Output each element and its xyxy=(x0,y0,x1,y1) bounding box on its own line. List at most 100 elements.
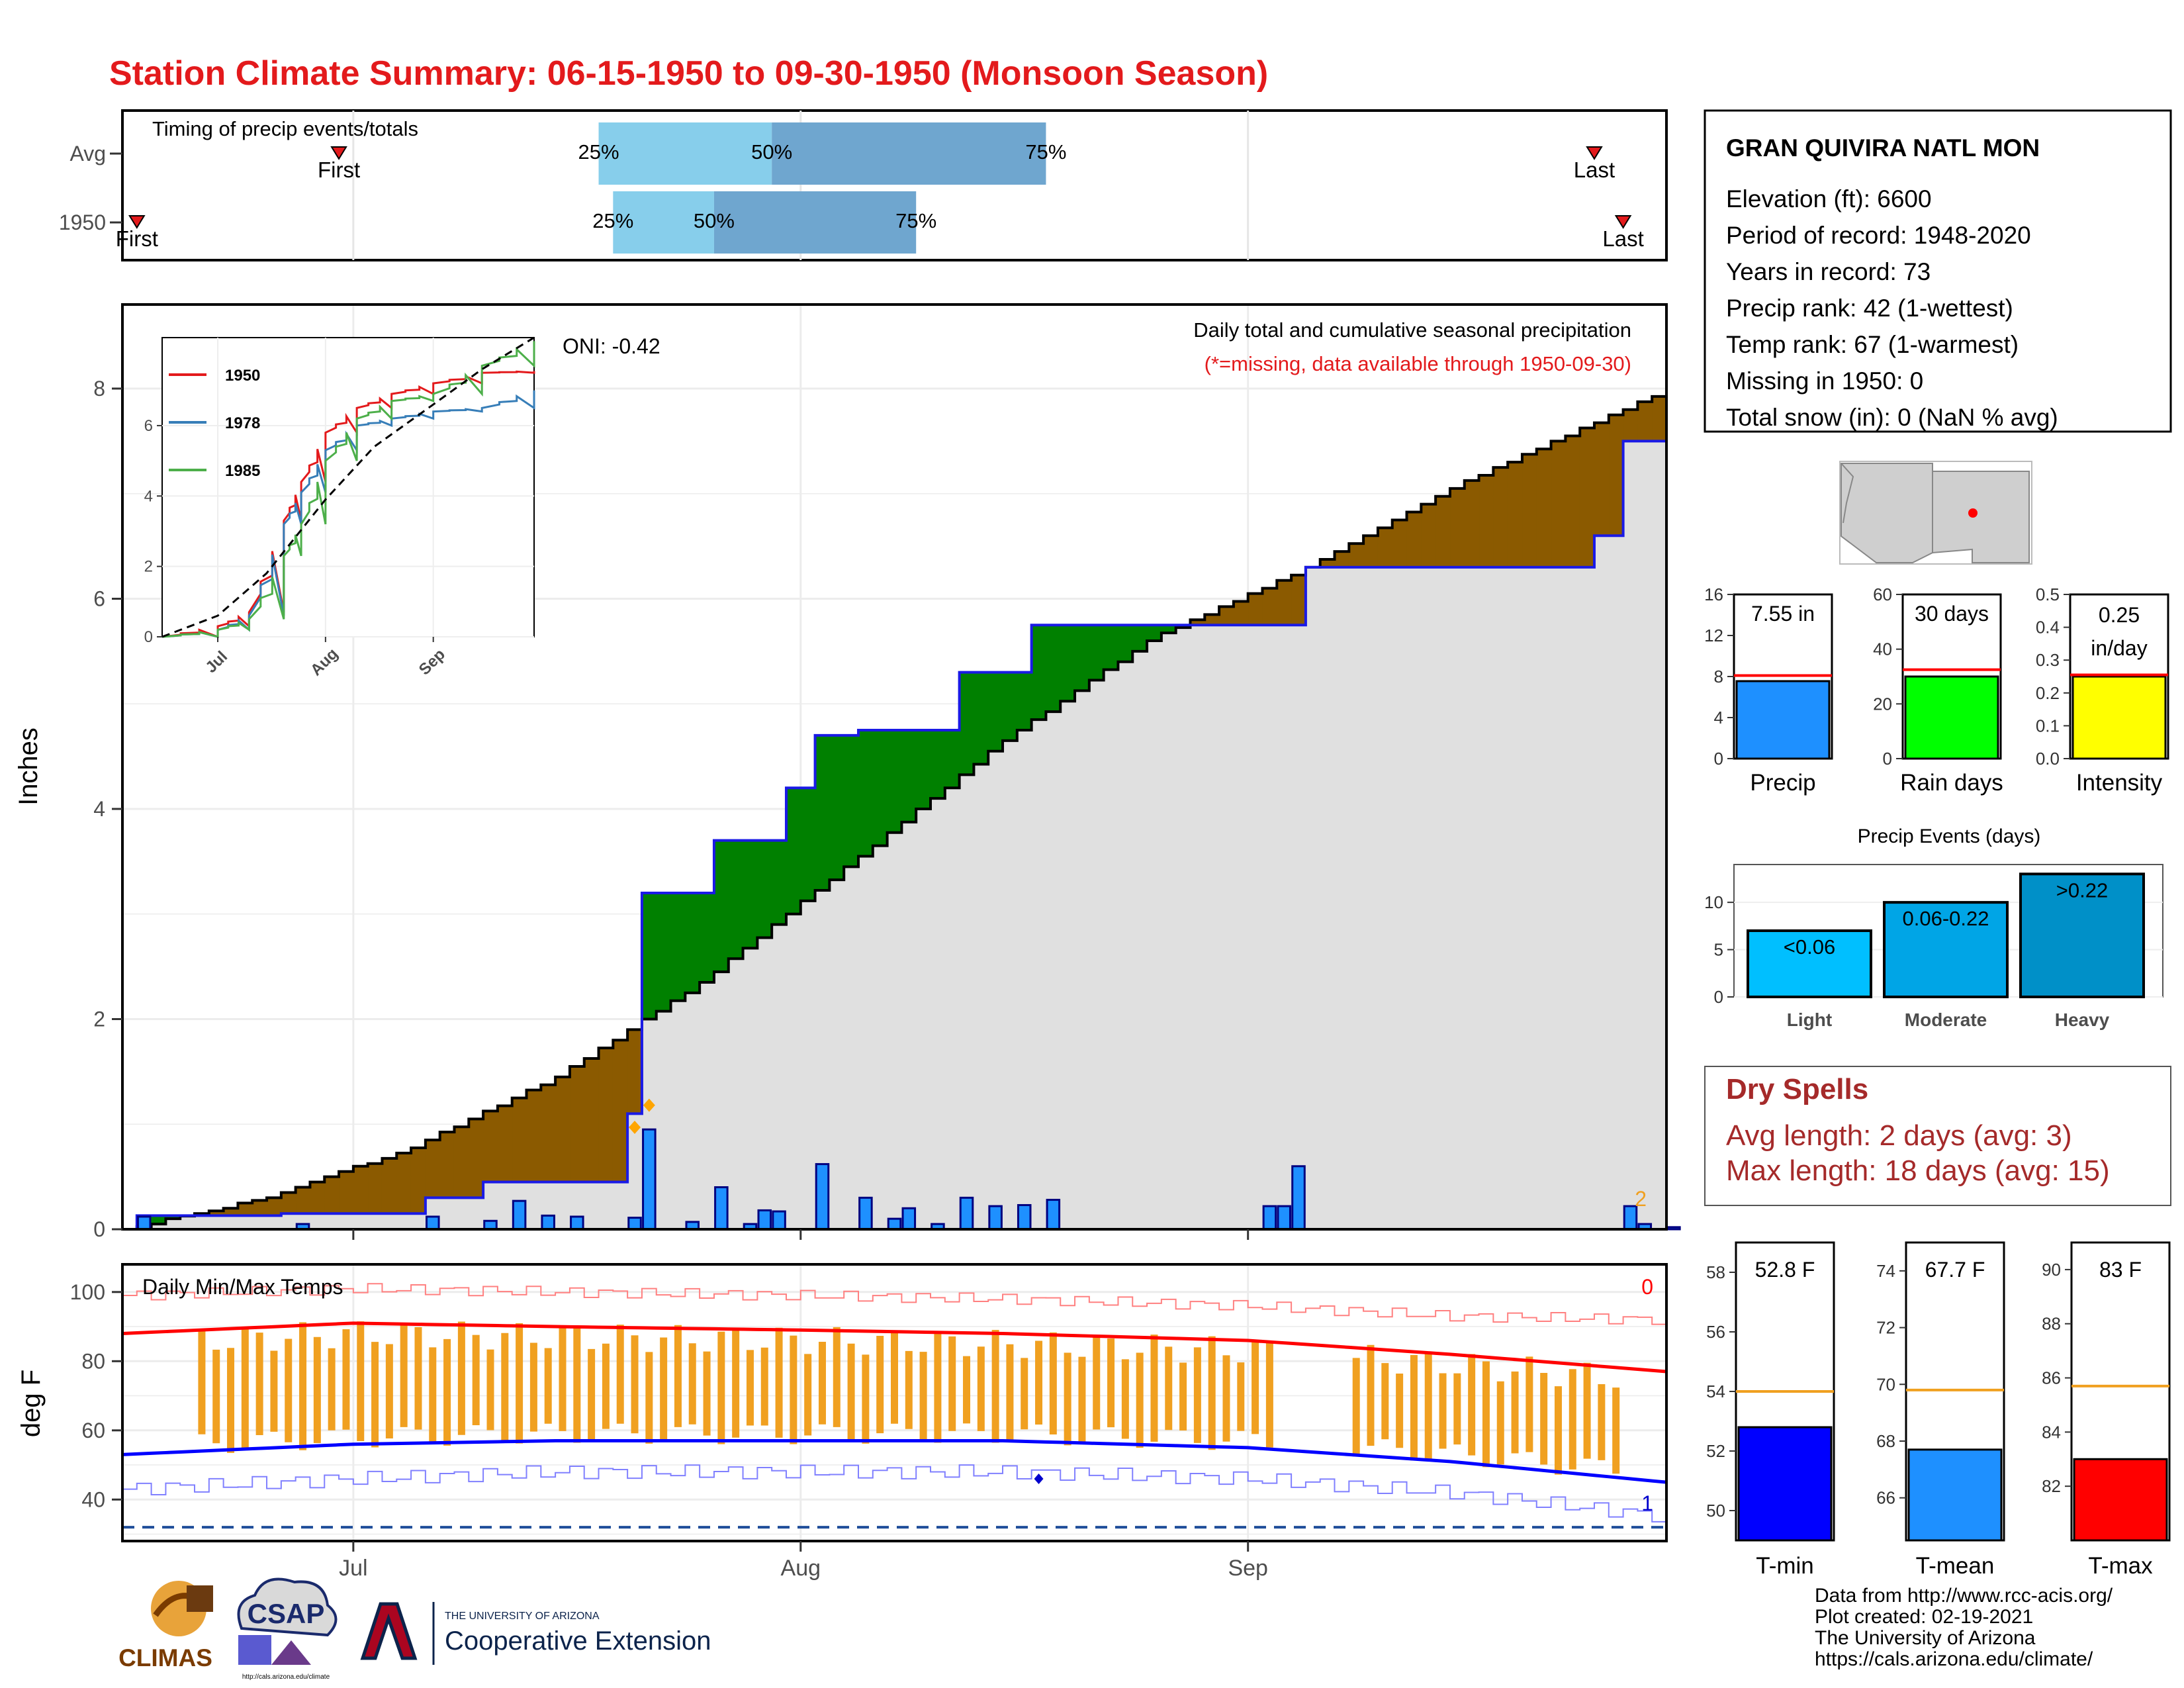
temp-bar-ytick-label: 84 xyxy=(2042,1422,2061,1442)
precip-events-panel: Precip Events (days) <0.06 Light 0.06-0.22… xyxy=(1704,825,2163,1030)
temp-bar-value xyxy=(1737,1426,1833,1542)
locator-map xyxy=(1839,461,2032,565)
station-years: Years in record: 73 xyxy=(1726,258,1931,285)
main-ytick-label: 8 xyxy=(93,377,105,400)
daily-precip-bar xyxy=(772,1210,786,1231)
daily-precip-bar xyxy=(642,1128,657,1231)
mini-bar-value-label: in/day xyxy=(2091,636,2147,660)
mini-bar-ytick-label: 0 xyxy=(1714,749,1723,769)
temp-bar-label: T-mean xyxy=(1916,1553,1995,1579)
csap-logo-text: CSAP xyxy=(248,1598,325,1629)
timing-p50-label: 50% xyxy=(694,209,735,232)
daily-precip-bar xyxy=(714,1186,729,1231)
oni-value: ONI: -0.42 xyxy=(563,334,660,358)
daily-precip-bar xyxy=(1277,1205,1291,1231)
mini-bar-ytick-label: 16 xyxy=(1704,585,1723,604)
timing-row-avg-label: Avg xyxy=(69,142,106,165)
temps-xtick-label: Jul xyxy=(339,1556,367,1581)
mini-bar-ytick-label: 0.1 xyxy=(2036,716,2060,735)
precip-events-title: Precip Events (days) xyxy=(1858,825,2041,847)
average-cumulative-line xyxy=(122,389,1668,1231)
dry-spells-avg: Avg length: 2 days (avg: 3) xyxy=(1726,1119,2072,1152)
first-event-label: First xyxy=(318,158,360,182)
temp-bar-ytick-label: 86 xyxy=(2042,1368,2061,1388)
station-precip-rank: Precip rank: 42 (1-wettest) xyxy=(1726,295,2013,322)
temp-bar-ytick-label: 56 xyxy=(1706,1322,1725,1342)
inset-legend-label: 1950 xyxy=(225,367,260,385)
daily-precip-bar xyxy=(1291,1165,1306,1231)
event-bar-light xyxy=(1747,929,1872,998)
first-event-label: First xyxy=(116,226,158,251)
climas-logo-text: CLIMAS xyxy=(118,1644,212,1671)
main-ytick-label: 4 xyxy=(93,797,105,821)
timing-p75-label: 75% xyxy=(895,209,936,232)
inset-ytick-label: 0 xyxy=(144,628,153,646)
inset-series-1985 xyxy=(161,341,535,638)
temp-bar-ytick-label: 82 xyxy=(2042,1476,2061,1496)
temps-ytick-label: 60 xyxy=(81,1419,105,1442)
event-category-label: Moderate xyxy=(1905,1009,1987,1030)
observed-cumulative-line xyxy=(122,436,1668,1231)
event-bar-moderate xyxy=(1883,901,2009,998)
temp-bar-ytick-label: 66 xyxy=(1876,1488,1895,1508)
csap-logo-url: http://cals.arizona.edu/climate xyxy=(242,1673,330,1681)
event-bar-heavy xyxy=(2019,872,2145,999)
station-elevation: Elevation (ft): 6600 xyxy=(1726,185,1932,212)
last-event-marker xyxy=(1586,146,1603,160)
timing-p50-label: 50% xyxy=(751,140,792,164)
mini-bar-value xyxy=(2071,675,2167,760)
inset-legend-label: 1985 xyxy=(225,462,260,480)
temps-xtick-label: Sep xyxy=(1228,1556,1268,1581)
event-bar-label: >0.22 xyxy=(2056,878,2108,902)
temp-bar-value xyxy=(2073,1458,2168,1542)
mini-bar-ytick-label: 0.0 xyxy=(2036,749,2060,769)
mini-bar-label: Precip xyxy=(1750,770,1815,796)
first-event-marker xyxy=(330,146,347,160)
mini-bar-label: Rain days xyxy=(1900,770,2003,796)
temp-bar-value xyxy=(1907,1448,2003,1542)
daily-precip-bar xyxy=(570,1215,584,1231)
footer-line-4: https://cals.arizona.edu/climate/ xyxy=(1815,1648,2093,1670)
mini-bar-ytick-label: 40 xyxy=(1873,639,1892,659)
temp-bar-ytick-label: 54 xyxy=(1706,1382,1725,1401)
temp-bar-value-label: 83 F xyxy=(2099,1258,2142,1282)
avg-max-temp-line xyxy=(122,1321,1667,1374)
temp-bar-t-min: 52.8 F 50 52 54 56 58 T-min xyxy=(1706,1241,1835,1579)
events-ytick-label: 10 xyxy=(1704,892,1723,912)
temp-bar-ytick-label: 74 xyxy=(1876,1261,1895,1281)
temp-bar-ytick-label: 72 xyxy=(1876,1318,1895,1338)
temps-xtick-label: Aug xyxy=(781,1556,821,1581)
record-high-line xyxy=(122,1283,1666,1325)
footer-line-1: Data from http://www.rcc-acis.org/ xyxy=(1815,1585,2113,1607)
temp-bar-ytick-label: 88 xyxy=(2042,1314,2061,1334)
timing-p25-label: 25% xyxy=(578,140,619,164)
event-bar-label: <0.06 xyxy=(1784,935,1835,959)
station-temp-rank: Temp rank: 67 (1-warmest) xyxy=(1726,331,2019,358)
precip-missing-note: (*=missing, data available through 1950-… xyxy=(1205,352,1631,375)
temp-bar-t-max: 83 F 82 84 86 88 90 T-max xyxy=(2042,1241,2171,1579)
first-event-marker xyxy=(128,215,146,229)
timing-panel: Timing of precip events/totals Avg 1950 … xyxy=(59,109,1668,261)
daily-precip-bar xyxy=(858,1196,873,1231)
temps-count-top: 0 xyxy=(1641,1275,1653,1299)
climas-logo: CLIMAS xyxy=(118,1581,213,1671)
page-title: Station Climate Summary: 06-15-1950 to 0… xyxy=(109,54,1268,93)
station-missing: Missing in 1950: 0 xyxy=(1726,367,1923,395)
mini-bar-ytick-label: 0.3 xyxy=(2036,650,2060,670)
extreme-event-marker xyxy=(643,1098,655,1112)
mini-bar-ytick-label: 12 xyxy=(1704,626,1723,645)
main-ytick-label: 2 xyxy=(93,1008,105,1031)
daily-precip-bar xyxy=(627,1217,642,1231)
mini-bar-rain-days: 30 days 0 20 40 60 Rain days xyxy=(1873,585,2003,796)
last-event-label: Last xyxy=(1602,226,1643,251)
daily-precip-bar xyxy=(757,1209,772,1231)
mini-bar-value xyxy=(1735,680,1831,760)
inset-series-1978 xyxy=(161,390,535,638)
mini-bar-ytick-label: 0.4 xyxy=(2036,618,2060,637)
events-ytick-label: 0 xyxy=(1714,987,1723,1007)
daily-precip-bar xyxy=(541,1214,555,1231)
mini-bar-ytick-label: 60 xyxy=(1873,585,1892,604)
mini-bar-ytick-label: 0.5 xyxy=(2036,585,2060,604)
inset-ytick-label: 4 xyxy=(144,487,153,505)
precip-chart-caption: Daily total and cumulative seasonal prec… xyxy=(1193,318,1631,342)
